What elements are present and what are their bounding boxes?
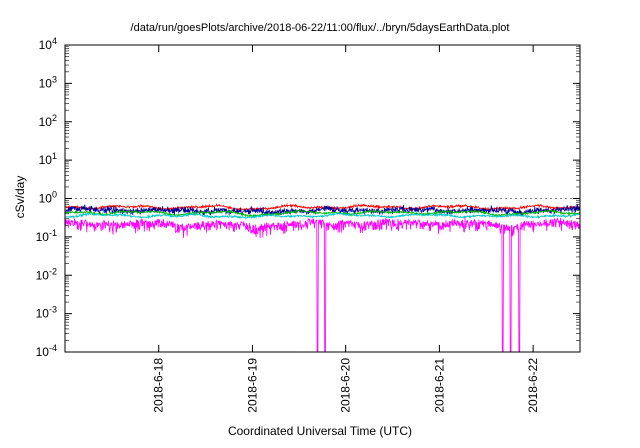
- x-tick-label: 2018-6-19: [245, 358, 259, 413]
- y-tick-label: 100: [39, 190, 57, 206]
- y-tick-label: 101: [39, 151, 57, 167]
- plot-title: /data/run/goesPlots/archive/2018-06-22/1…: [130, 22, 510, 34]
- x-tick-label: 2018-6-18: [152, 358, 166, 413]
- x-tick-label: 2018-6-20: [339, 358, 353, 413]
- x-tick-label: 2018-6-21: [432, 358, 446, 413]
- y-tick-label: 104: [39, 36, 57, 52]
- series-magenta: [64, 217, 581, 353]
- y-tick-label: 102: [39, 113, 57, 129]
- y-tick-label: 10-4: [36, 343, 57, 359]
- x-tick-label: 2018-6-22: [526, 358, 540, 413]
- y-tick-label: 10-3: [36, 305, 57, 321]
- series-cyan: [64, 211, 581, 220]
- y-tick-label: 103: [39, 74, 57, 90]
- y-tick-label: 10-2: [36, 266, 57, 282]
- plot-border: [64, 44, 581, 353]
- y-tick-label: 10-1: [36, 228, 57, 244]
- x-axis-label: Coordinated Universal Time (UTC): [227, 424, 413, 438]
